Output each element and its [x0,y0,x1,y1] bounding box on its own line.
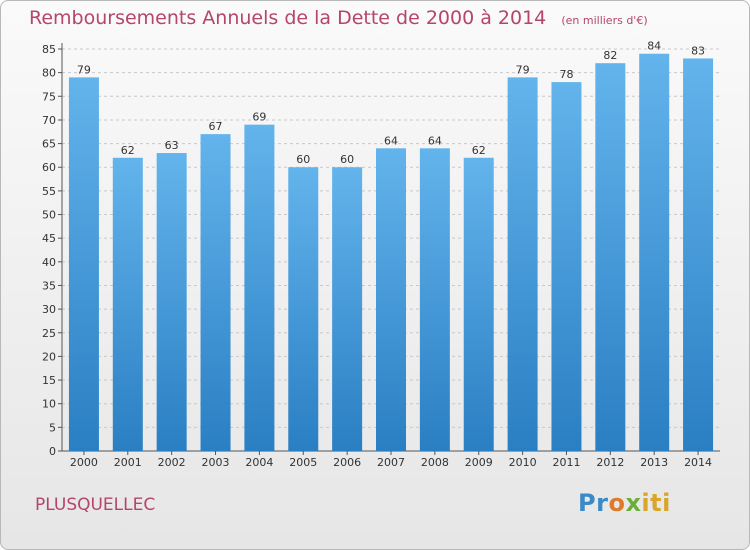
x-tick-label: 2007 [377,456,405,469]
y-tick-label: 65 [42,138,56,151]
proxiti-logo: Proxiti [578,489,671,517]
y-tick-label: 50 [42,209,56,222]
data-label: 64 [384,134,398,147]
data-label: 78 [559,68,573,81]
data-label: 62 [121,144,135,157]
chart-title: Remboursements Annuels de la Dette de 20… [29,7,547,29]
y-tick-label: 15 [42,374,56,387]
y-tick-label: 85 [42,43,56,56]
bar [595,63,626,452]
axes: 0 5 10 15 20 25 30 35 40 45 50 55 60 65 70 75 80 85 [42,43,720,458]
chart-title-row: Remboursements Annuels de la Dette de 20… [29,7,648,29]
data-label: 64 [428,134,442,147]
x-tick-label: 2001 [114,456,142,469]
y-tick-label: 30 [42,303,56,316]
data-label: 79 [77,63,91,76]
data-label: 63 [165,139,179,152]
bar [288,167,319,451]
y-tick-label: 40 [42,256,56,269]
data-label: 67 [209,120,223,133]
y-tick-label: 0 [49,445,56,458]
bar [419,148,450,452]
data-label: 69 [252,111,266,124]
x-tick-label: 2008 [421,456,449,469]
x-tick-label: 2003 [202,456,230,469]
y-tick-label: 45 [42,232,56,245]
data-label: 82 [603,49,617,62]
bar [463,157,494,451]
bar [244,124,275,451]
bar [332,167,363,451]
bar [156,153,187,451]
bar [376,148,406,452]
data-label: 60 [340,153,354,166]
x-tick-label: 2010 [509,456,537,469]
y-tick-label: 25 [42,327,56,340]
bar [507,77,538,452]
x-tick-label: 2011 [552,456,580,469]
data-label: 84 [647,40,661,53]
x-tick-label: 2000 [70,456,98,469]
bar [639,53,670,452]
x-tick-label: 2014 [684,456,712,469]
bars [68,53,714,452]
bar [200,134,231,452]
y-tick-label: 60 [42,161,56,174]
y-tick-label: 75 [42,90,56,103]
x-tick-label: 2005 [289,456,317,469]
bar [551,82,582,451]
data-label: 60 [296,153,310,166]
x-tick-label: 2012 [596,456,624,469]
bar [112,157,143,451]
y-tick-label: 35 [42,279,56,292]
chart-unit: (en milliers d'€) [561,14,648,27]
y-tick-label: 80 [42,67,56,80]
x-tick-label: 2006 [333,456,361,469]
x-tick-label: 2009 [465,456,493,469]
commune-name: PLUSQUELLEC [35,495,156,515]
labels: 2000 79 2001 62 2002 63 2003 67 2004 69 2005 60 2006… [70,40,712,469]
data-label: 62 [472,144,486,157]
y-tick-label: 20 [42,350,56,363]
data-label: 79 [516,63,530,76]
bar [68,77,99,452]
x-tick-label: 2002 [158,456,186,469]
x-tick-label: 2004 [245,456,273,469]
y-tick-label: 70 [42,114,56,127]
y-tick-label: 5 [49,421,56,434]
x-tick-label: 2013 [640,456,668,469]
y-tick-label: 55 [42,185,56,198]
bar [683,58,714,451]
data-label: 83 [691,44,705,57]
y-tick-label: 10 [42,398,56,411]
